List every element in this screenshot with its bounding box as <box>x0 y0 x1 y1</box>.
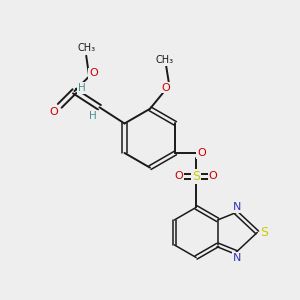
Text: O: O <box>209 172 218 182</box>
Text: O: O <box>175 172 183 182</box>
Text: S: S <box>261 226 268 239</box>
Text: N: N <box>233 202 242 212</box>
Text: CH₃: CH₃ <box>156 55 174 65</box>
Text: O: O <box>89 68 98 78</box>
Text: O: O <box>162 82 171 93</box>
Text: O: O <box>50 107 58 117</box>
Text: CH₃: CH₃ <box>77 43 95 52</box>
Text: N: N <box>233 253 242 263</box>
Text: H: H <box>78 83 86 93</box>
Text: S: S <box>192 170 200 183</box>
Text: H: H <box>89 110 97 121</box>
Text: O: O <box>197 148 206 158</box>
